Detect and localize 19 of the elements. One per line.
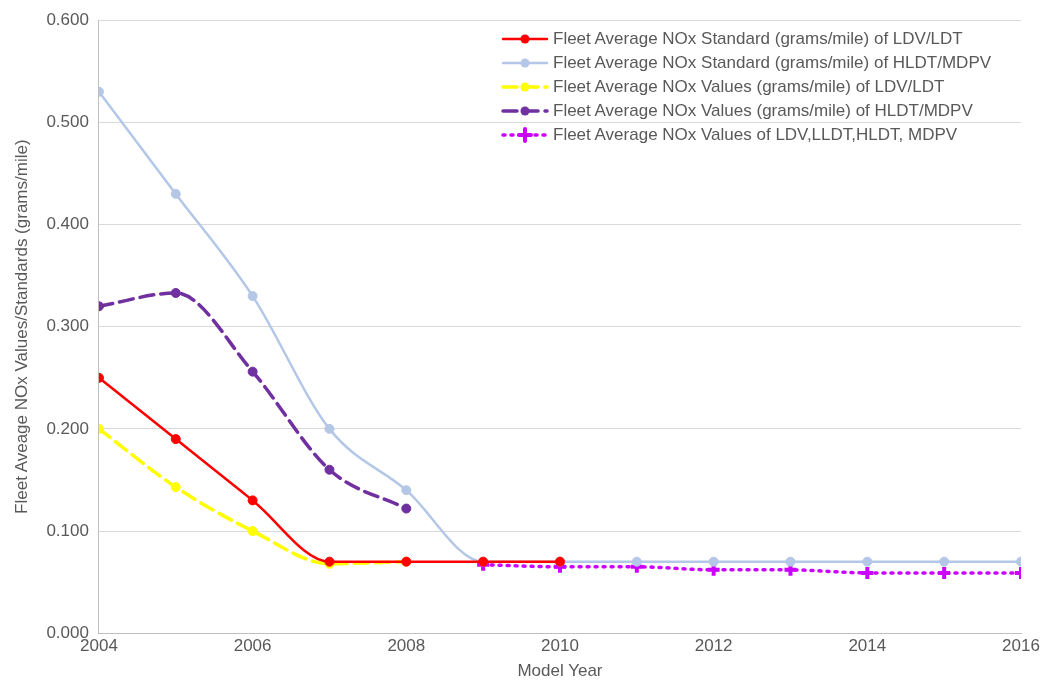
y-axis-title: Fleet Aveage NOx Values/Standards (grams/mile) (11, 139, 31, 514)
y-tick-label: 0.100 (46, 520, 89, 540)
x-tick-label: 2014 (848, 636, 887, 656)
y-tick-label: 0.500 (46, 112, 89, 132)
y-tick-label: 0.400 (46, 214, 89, 234)
legend-label: Fleet Average NOx Values of LDV,LLDT,HLDT, MDPV (553, 124, 958, 147)
x-tick-label: 2016 (1002, 636, 1040, 656)
x-tick-label: 2006 (233, 636, 272, 656)
y-tick-label: 0.600 (46, 9, 89, 29)
x-tick-label: 2010 (541, 636, 579, 656)
x-tick-label: 2008 (387, 636, 426, 656)
y-tick-label: 0.300 (46, 316, 89, 336)
y-tick-label: 0.200 (46, 418, 89, 438)
legend-label: Fleet Average NOx Standard (grams/mile) of HLDT/MDPV (553, 52, 992, 75)
x-tick-label: 2012 (694, 636, 733, 656)
legend-label: Fleet Average NOx Values (grams/mile) of HLDT/MDPV (553, 100, 973, 123)
legend-label: Fleet Average NOx Values (grams/mile) of LDV/LDT (553, 76, 945, 99)
x-axis-title: Model Year (517, 661, 603, 681)
legend-label: Fleet Average NOx Standard (grams/mile) of LDV/LDT (553, 28, 963, 51)
